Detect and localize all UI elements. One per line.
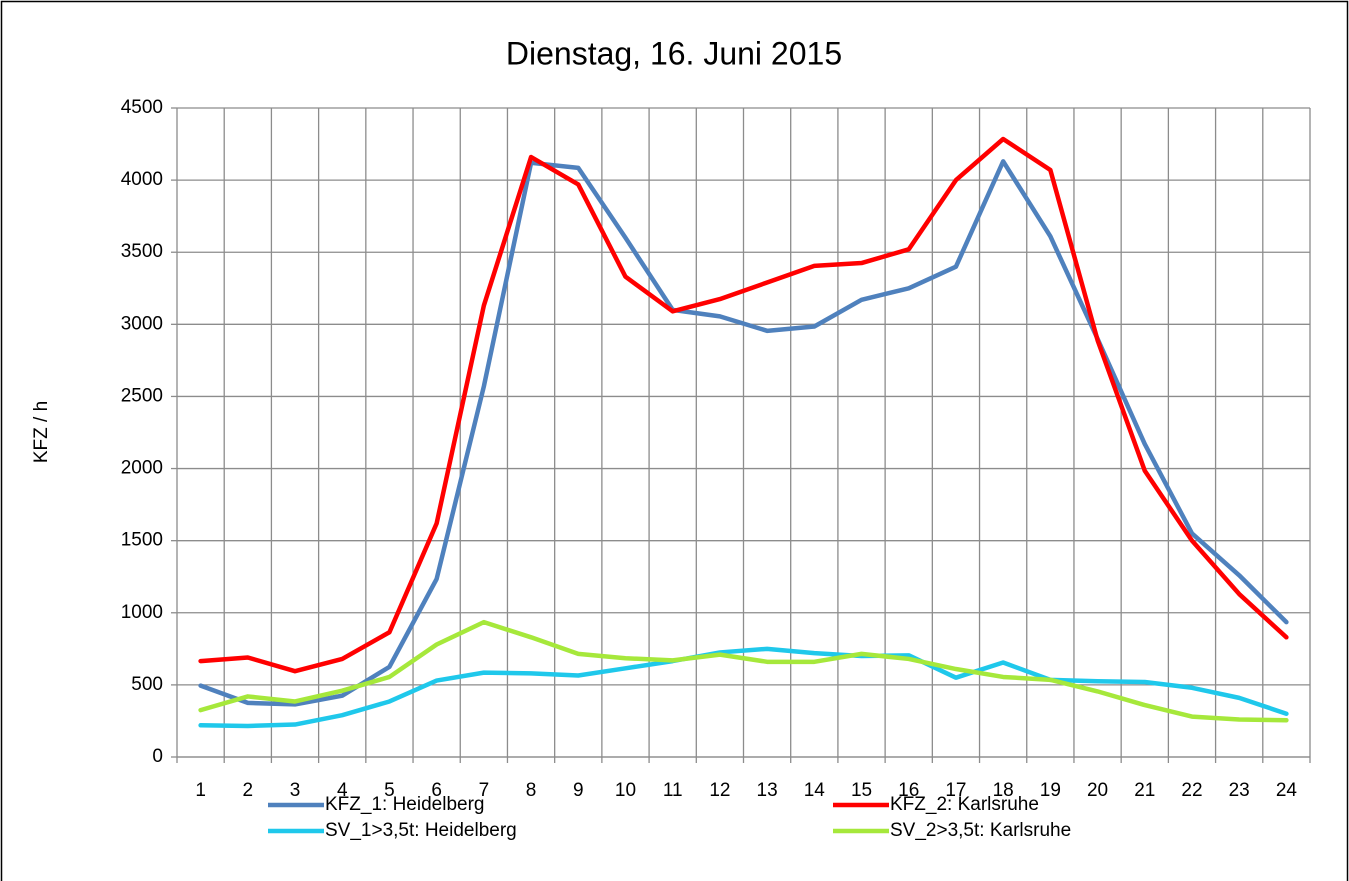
series-line [198,619,1289,723]
legend-label: KFZ_1: Heidelberg [325,794,484,815]
x-tick-label: 10 [615,780,636,801]
y-tick-label: 3500 [121,241,163,262]
x-tick-label: 16 [898,780,919,801]
series-line [198,646,1289,729]
legend-label: SV_1>3,5t: Heidelberg [325,820,517,841]
x-tick-label: 11 [663,780,683,801]
x-tick-label: 15 [851,780,872,801]
x-tick-label: 22 [1181,780,1202,801]
x-tick-label: 1 [195,780,206,801]
x-tick-label: 14 [804,780,826,801]
x-tick-label: 6 [431,780,442,801]
x-tick-label: 4 [337,780,348,801]
y-axis-label: KFZ / h [31,401,52,463]
x-tick-label: 20 [1087,780,1108,801]
x-tick-label: 13 [757,780,778,801]
y-tick-label: 2000 [121,458,163,479]
x-tick-label: 18 [993,780,1014,801]
y-tick-label: 4000 [121,169,163,190]
x-tick-label: 17 [945,780,966,801]
legend-label: SV_2>3,5t: Karlsruhe [890,820,1071,841]
x-tick-label: 21 [1134,780,1155,801]
x-tick-label: 12 [709,780,730,801]
y-tick-label: 4500 [121,97,163,118]
x-tick-label: 23 [1229,780,1250,801]
x-tick-label: 5 [384,780,395,801]
x-tick-label: 3 [290,780,301,801]
x-tick-label: 7 [479,780,490,801]
y-tick-label: 0 [152,746,163,767]
series-line [198,136,1289,674]
y-tick-label: 500 [131,674,163,695]
x-tick-label: 2 [243,780,254,801]
y-tick-label: 1500 [121,530,163,551]
y-tick-label: 3000 [121,313,163,334]
x-tick-label: 19 [1040,780,1061,801]
x-tick-label: 9 [573,780,584,801]
chart-title: Dienstag, 16. Juni 2015 [506,35,842,71]
x-tick-label: 8 [526,780,537,801]
y-tick-label: 2500 [121,385,163,406]
legend-label: KFZ_2: Karlsruhe [890,794,1039,815]
y-tick-label: 1000 [121,602,163,623]
x-tick-label: 24 [1276,780,1298,801]
